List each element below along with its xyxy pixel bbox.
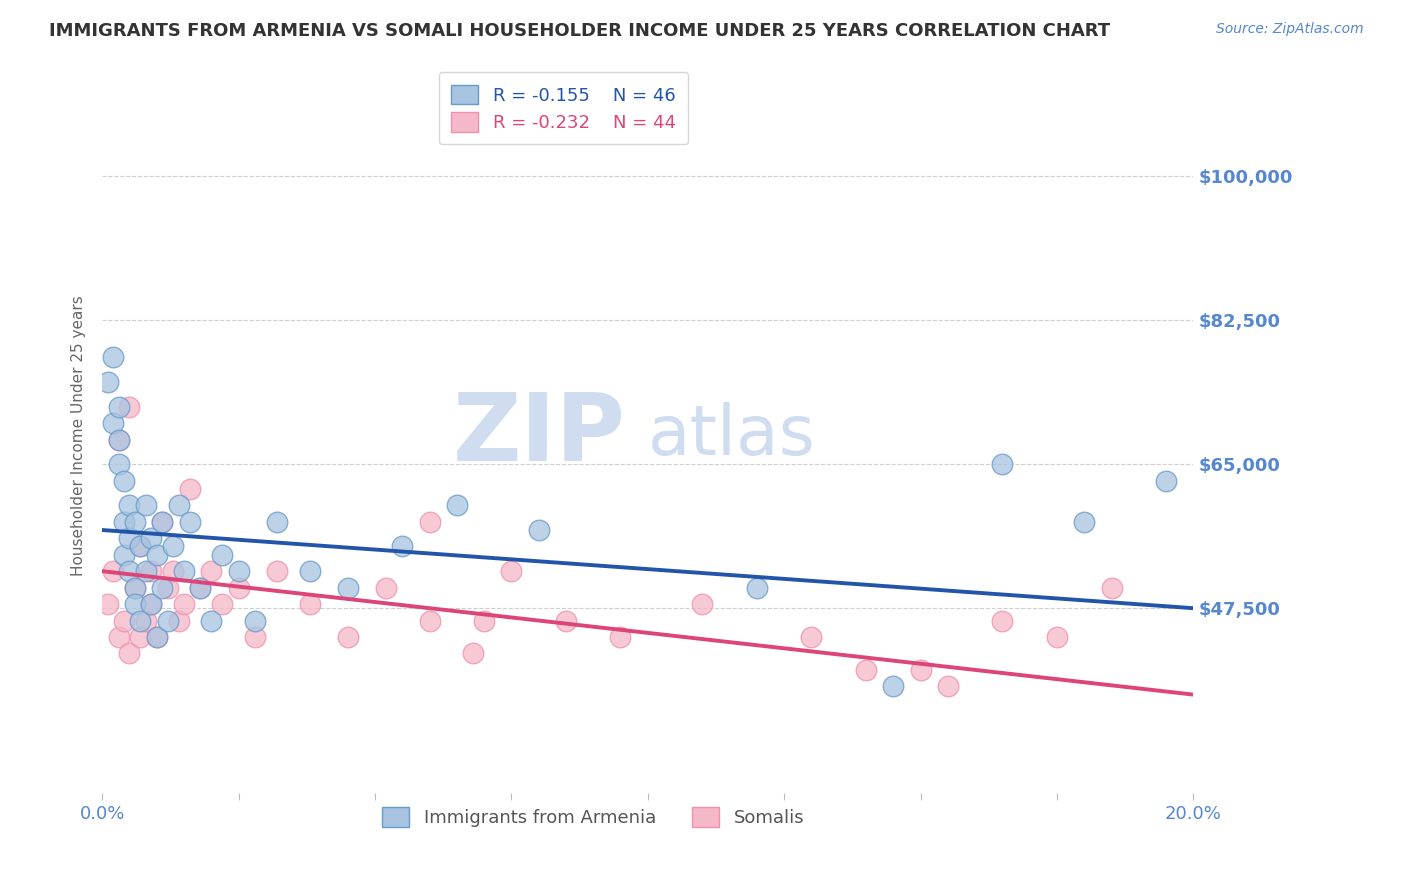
Point <box>391 540 413 554</box>
Point <box>1073 515 1095 529</box>
Point <box>1046 630 1069 644</box>
Legend: Immigrants from Armenia, Somalis: Immigrants from Armenia, Somalis <box>375 800 811 834</box>
Point <box>609 630 631 644</box>
Point <box>162 564 184 578</box>
Point <box>374 581 396 595</box>
Point <box>266 515 288 529</box>
Point <box>112 614 135 628</box>
Point <box>190 581 212 595</box>
Point <box>243 630 266 644</box>
Point <box>118 531 141 545</box>
Point <box>228 581 250 595</box>
Point <box>107 433 129 447</box>
Point <box>266 564 288 578</box>
Point <box>555 614 578 628</box>
Point <box>200 614 222 628</box>
Point <box>135 499 157 513</box>
Point <box>910 663 932 677</box>
Point <box>167 499 190 513</box>
Point <box>463 647 485 661</box>
Point <box>190 581 212 595</box>
Point <box>141 597 163 611</box>
Point <box>162 540 184 554</box>
Point <box>124 515 146 529</box>
Point <box>991 614 1014 628</box>
Text: IMMIGRANTS FROM ARMENIA VS SOMALI HOUSEHOLDER INCOME UNDER 25 YEARS CORRELATION : IMMIGRANTS FROM ARMENIA VS SOMALI HOUSEH… <box>49 22 1111 40</box>
Point <box>101 564 124 578</box>
Point <box>107 630 129 644</box>
Point <box>298 564 321 578</box>
Point <box>101 350 124 364</box>
Point <box>107 457 129 471</box>
Point <box>118 564 141 578</box>
Point <box>145 548 167 562</box>
Point <box>107 400 129 414</box>
Point <box>298 597 321 611</box>
Point <box>745 581 768 595</box>
Point <box>135 564 157 578</box>
Point <box>211 548 233 562</box>
Point <box>112 474 135 488</box>
Point <box>228 564 250 578</box>
Text: ZIP: ZIP <box>453 390 626 482</box>
Point <box>150 515 173 529</box>
Point <box>173 597 195 611</box>
Point <box>472 614 495 628</box>
Point <box>336 581 359 595</box>
Point <box>446 499 468 513</box>
Point <box>118 400 141 414</box>
Point <box>419 614 441 628</box>
Point <box>107 433 129 447</box>
Point <box>129 630 152 644</box>
Point <box>243 614 266 628</box>
Text: Source: ZipAtlas.com: Source: ZipAtlas.com <box>1216 22 1364 37</box>
Point <box>124 597 146 611</box>
Point <box>112 515 135 529</box>
Point <box>173 564 195 578</box>
Point <box>991 457 1014 471</box>
Point <box>200 564 222 578</box>
Point <box>855 663 877 677</box>
Text: atlas: atlas <box>648 402 815 469</box>
Point <box>800 630 823 644</box>
Point <box>141 564 163 578</box>
Point <box>124 581 146 595</box>
Point <box>97 597 120 611</box>
Point <box>179 515 201 529</box>
Point <box>336 630 359 644</box>
Point <box>211 597 233 611</box>
Point <box>135 614 157 628</box>
Point <box>156 581 179 595</box>
Point <box>179 482 201 496</box>
Point <box>1154 474 1177 488</box>
Point <box>141 531 163 545</box>
Point <box>118 499 141 513</box>
Point <box>101 416 124 430</box>
Point <box>1101 581 1123 595</box>
Point <box>419 515 441 529</box>
Point <box>112 548 135 562</box>
Y-axis label: Householder Income Under 25 years: Householder Income Under 25 years <box>72 295 86 575</box>
Point <box>145 630 167 644</box>
Point <box>124 581 146 595</box>
Point <box>150 515 173 529</box>
Point <box>882 679 904 693</box>
Point <box>129 540 152 554</box>
Point <box>167 614 190 628</box>
Point <box>129 540 152 554</box>
Point <box>501 564 523 578</box>
Point <box>527 523 550 537</box>
Point <box>129 614 152 628</box>
Point <box>692 597 714 611</box>
Point <box>118 647 141 661</box>
Point <box>97 375 120 389</box>
Point <box>145 630 167 644</box>
Point <box>150 581 173 595</box>
Point <box>936 679 959 693</box>
Point <box>141 597 163 611</box>
Point <box>156 614 179 628</box>
